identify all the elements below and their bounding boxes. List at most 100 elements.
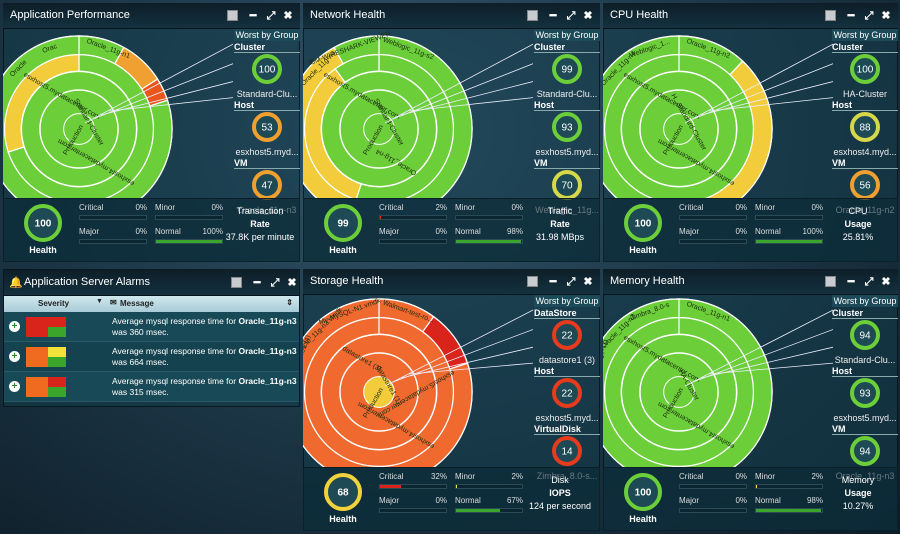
severity-block-secondary: [48, 377, 66, 387]
maximize-icon[interactable]: ⤢: [270, 277, 280, 289]
worst-group-gauge[interactable]: 100: [832, 53, 898, 89]
panel-header: CPU Health ━ ⤢ ✖: [603, 3, 898, 29]
worst-group-name[interactable]: datastore1 (3): [538, 355, 596, 365]
close-icon[interactable]: ✖: [583, 276, 593, 288]
worst-group-name[interactable]: Standard-Clu...: [536, 89, 598, 99]
metric-stat: Transaction Rate 37.8K per minute: [224, 205, 296, 244]
window-icon[interactable]: [225, 8, 241, 24]
sunburst-chart[interactable]: ProductionHA-Clusteresxhost5.mydatacente…: [603, 295, 833, 467]
worst-gauge-0-ring: [552, 54, 582, 84]
sunburst-center[interactable]: [663, 113, 695, 145]
worst-group-gauge[interactable]: 94: [832, 435, 898, 471]
sunburst-center[interactable]: [63, 113, 95, 145]
sort-icon[interactable]: ⇕: [286, 298, 293, 307]
worst-group-gauge[interactable]: 100: [234, 53, 300, 89]
worst-gauge-0: 99: [552, 54, 582, 84]
minimize-icon[interactable]: ━: [847, 10, 855, 22]
worst-group-gauge[interactable]: 94: [832, 319, 898, 355]
metric-stat-value: 37.8K per minute: [225, 232, 295, 242]
maximize-icon[interactable]: ⤢: [864, 276, 874, 288]
expand-icon[interactable]: +: [9, 381, 20, 392]
maximize-icon[interactable]: ⤢: [266, 10, 276, 22]
worst-group-name[interactable]: esxhost5.myd...: [235, 147, 299, 157]
window-icon[interactable]: [823, 274, 839, 290]
worst-group-gauge[interactable]: 99: [534, 53, 600, 89]
sunburst-center[interactable]: [363, 113, 395, 145]
expand-icon[interactable]: +: [9, 321, 20, 332]
legend-line-3: [108, 97, 233, 112]
worst-by-group: Worst by Group DataStore 22 datastore1 (3) H…: [534, 295, 600, 481]
worst-gauge-0: 100: [252, 54, 282, 84]
alarm-row[interactable]: + Average mysql response time for Oracle_…: [4, 312, 299, 342]
severity-block-normal: [48, 357, 66, 367]
maximize-icon[interactable]: ⤢: [864, 10, 874, 22]
worst-gauge-0: 94: [850, 320, 880, 350]
worst-group-name[interactable]: esxhost5.myd...: [535, 413, 599, 423]
close-icon[interactable]: ✖: [881, 276, 891, 288]
minimize-icon[interactable]: ━: [847, 276, 855, 288]
worst-group-name[interactable]: Standard-Clu...: [834, 355, 896, 365]
window-icon[interactable]: [525, 8, 541, 24]
legend-line-0: [384, 43, 533, 124]
worst-by-group-title: Worst by Group: [234, 29, 300, 41]
severity-bar-fill: [756, 240, 822, 243]
minimize-icon[interactable]: ━: [549, 10, 557, 22]
metric-stat: Traffic Rate 31.98 MBps: [524, 205, 596, 244]
sunburst-chart[interactable]: ProductionH...Standard-Clusteresxhost5.m…: [603, 29, 833, 198]
severity-bar-major: Major 0%: [677, 496, 749, 518]
severity-bar-value: 100%: [202, 227, 223, 236]
legend-line-3: [408, 97, 533, 112]
health-gauge-ring: 100: [624, 204, 662, 242]
worst-group-gauge[interactable]: 93: [534, 111, 600, 147]
severity-bar-label: Minor: [755, 203, 776, 212]
severity-bar-critical: Critical 0%: [77, 203, 149, 225]
window-icon[interactable]: [229, 275, 245, 291]
health-gauge-ring-ring: [624, 204, 662, 242]
severity-bar-track: [755, 215, 823, 220]
window-icon[interactable]: [823, 8, 839, 24]
worst-group-name[interactable]: esxhost5.myd...: [535, 147, 599, 157]
chevron-down-icon[interactable]: ▼: [96, 298, 103, 305]
worst-gauge-0: 22: [552, 320, 582, 350]
window-icon[interactable]: [525, 274, 541, 290]
worst-group-gauge[interactable]: 22: [534, 319, 600, 355]
worst-group-gauge[interactable]: 22: [534, 377, 600, 413]
worst-gauge-1-value: 93: [859, 389, 871, 400]
maximize-icon[interactable]: ⤢: [566, 276, 576, 288]
maximize-icon[interactable]: ⤢: [566, 10, 576, 22]
worst-group-gauge[interactable]: 14: [534, 435, 600, 471]
worst-group-name[interactable]: esxhost4.myd...: [833, 147, 897, 157]
minimize-icon[interactable]: ━: [253, 277, 261, 289]
worst-group-gauge[interactable]: 93: [832, 377, 898, 413]
worst-group-gauge[interactable]: 88: [832, 111, 898, 147]
close-icon[interactable]: ✖: [583, 10, 593, 22]
close-icon[interactable]: ✖: [881, 10, 891, 22]
legend-line-0: [84, 43, 233, 124]
severity-bar-critical: Critical 2%: [377, 203, 449, 225]
worst-gauge-2-value: 56: [859, 181, 871, 192]
expand-icon[interactable]: +: [9, 351, 20, 362]
minimize-icon[interactable]: ━: [549, 276, 557, 288]
minimize-icon[interactable]: ━: [249, 10, 257, 22]
sunburst-center[interactable]: [663, 376, 695, 408]
worst-group-name[interactable]: esxhost5.myd...: [833, 413, 897, 423]
alarm-row[interactable]: + Average mysql response time for Oracle_…: [4, 372, 299, 402]
close-icon[interactable]: ✖: [287, 277, 297, 289]
alarm-row[interactable]: + Average mysql response time for Oracle_…: [4, 342, 299, 372]
column-severity[interactable]: Severity: [38, 299, 70, 308]
worst-gauge-1: 88: [850, 112, 880, 142]
worst-group-gauge[interactable]: 53: [234, 111, 300, 147]
worst-group-name[interactable]: Standard-Clu...: [236, 89, 298, 99]
column-message[interactable]: Message: [120, 299, 154, 308]
severity-bar-track: [155, 239, 223, 244]
close-icon[interactable]: ✖: [283, 10, 293, 22]
severity-bar-minor: Minor 0%: [453, 203, 525, 225]
worst-group-name[interactable]: HA-Cluster: [842, 89, 887, 99]
sunburst-chart[interactable]: ProductionStandard-Clusteresxhost5.mydat…: [3, 29, 233, 198]
worst-gauge-0-value: 94: [859, 331, 871, 342]
sunburst-vm-segment-3[interactable]: [3, 35, 173, 198]
sunburst-chart[interactable]: ProductionStandard-Clusteresxhost5.mydat…: [303, 29, 533, 198]
severity-bar-value: 0%: [735, 472, 747, 481]
sunburst-center[interactable]: [363, 376, 395, 408]
